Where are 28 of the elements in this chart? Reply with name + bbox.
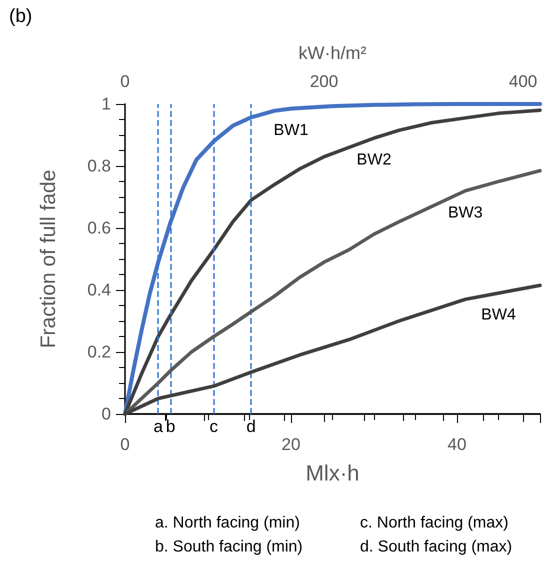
y-tick-label: 0.4 [87,280,111,300]
y-axis-title: Fraction of full fade [37,170,60,348]
x2-tick-label: 400 [508,72,538,91]
x2-tick-label: 0 [120,72,130,91]
ref-line-label: d [246,417,256,436]
x2-axis-title: kW·h/m² [298,43,366,63]
x-tick-label: 0 [120,435,130,454]
x-tick-label: 20 [282,435,300,454]
y-tick-label: 1 [102,94,111,114]
text: d. South facing (max) [360,538,512,556]
series-label: BW1 [274,122,308,140]
series-label: BW2 [356,152,392,169]
y-tick-label: 0 [102,404,111,424]
ref-line-label: a [153,417,164,436]
y-tick-label: 0.8 [87,156,111,176]
text: b. South facing (min) [155,538,303,556]
y-tick-label: 0.6 [87,218,111,238]
x2-tick-label: 200 [310,72,338,91]
x-axis-title: Mlx·h [306,460,360,486]
series-label: BW4 [481,306,516,324]
y-tick-label: 0.2 [87,342,111,362]
chart-title: (b) [9,6,32,27]
x-tick-label: 40 [448,435,466,454]
ref-line-label: c [210,417,219,436]
ref-line-label: b [166,417,176,436]
text: c. North facing (max) [360,514,508,532]
series-label: BW3 [448,204,483,222]
text: a. North facing (min) [155,514,300,532]
